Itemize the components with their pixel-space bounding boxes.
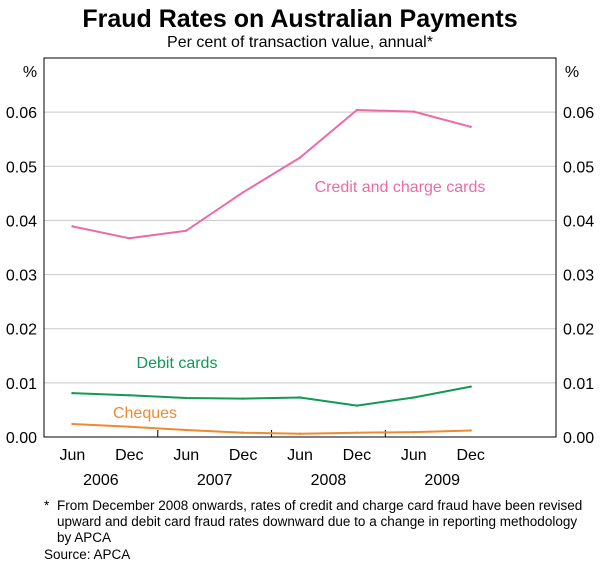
y-tick-label-right: 0.03	[563, 268, 594, 285]
x-year-label: 2008	[311, 472, 347, 489]
series-label: Cheques	[113, 405, 177, 422]
y-unit-right: %	[565, 64, 579, 81]
chart-subtitle: Per cent of transaction value, annual*	[167, 34, 433, 51]
data-point	[298, 432, 302, 435]
data-point	[185, 229, 188, 232]
data-point	[128, 237, 131, 240]
series-line-0	[72, 109, 471, 240]
footnote-text: From December 2008 onwards, rates of cre…	[57, 498, 583, 545]
y-tick-label-right: 0.05	[563, 159, 594, 176]
data-point	[185, 396, 188, 400]
data-point	[298, 396, 302, 399]
data-point	[71, 391, 74, 395]
data-point	[469, 385, 472, 388]
y-unit-left: %	[23, 64, 37, 81]
y-axis-left: 0.00 0.01 0.02 0.03 0.04 0.05 0.06	[6, 105, 37, 447]
data-point	[128, 425, 131, 428]
data-point	[412, 110, 415, 113]
data-point	[71, 225, 74, 228]
x-tick-label: Dec	[456, 447, 484, 464]
y-tick-label-right: 0.02	[563, 322, 594, 339]
x-year-label: 2009	[424, 472, 460, 489]
x-tick-label: Dec	[229, 447, 257, 464]
y-tick-label-right: 0.00	[563, 430, 594, 447]
y-tick-label-left: 0.06	[6, 105, 37, 122]
chart-svg: 0.000.010.020.030.040.050.06 0.000.010.0…	[6, 57, 594, 489]
data-point	[71, 422, 74, 426]
footnote-marker: *	[44, 498, 50, 513]
data-point	[241, 191, 245, 194]
series-line-2	[72, 423, 471, 435]
x-tick-label: Dec	[343, 447, 371, 464]
x-tick-label: Dec	[115, 447, 143, 464]
chart-title: Fraud Rates on Australian Payments	[82, 5, 518, 33]
x-tick-label: Jun	[60, 447, 86, 464]
series-lines	[71, 108, 472, 435]
y-tick-label-left: 0.00	[6, 430, 37, 447]
data-point	[128, 394, 131, 397]
y-tick-label-left: 0.02	[6, 322, 37, 339]
y-tick-label-left: 0.03	[6, 268, 37, 285]
data-point	[241, 397, 245, 400]
plot-frame	[43, 57, 557, 438]
x-tick-label: Jun	[173, 447, 199, 464]
y-tick-label-right: 0.06	[563, 105, 594, 122]
data-point	[469, 125, 472, 128]
data-point	[241, 431, 245, 434]
series-label: Debit cards	[137, 355, 218, 372]
data-point	[412, 430, 415, 434]
x-year-label: 2006	[83, 472, 119, 489]
y-tick-label-right: 0.04	[563, 213, 594, 230]
data-point	[185, 428, 188, 432]
y-tick-label-left: 0.04	[6, 213, 37, 230]
grid-lines	[44, 111, 556, 384]
data-point	[412, 396, 415, 399]
x-year-label: 2007	[197, 472, 233, 489]
footnote: * From December 2008 onwards, rates of c…	[44, 498, 584, 546]
series-labels: Credit and charge cards Debit cards Cheque…	[113, 179, 485, 422]
y-axis-right: 0.00 0.01 0.02 0.03 0.04 0.05 0.06	[563, 105, 594, 447]
y-tick-label-right: 0.01	[563, 376, 594, 393]
data-point	[469, 429, 472, 432]
series-line-1	[72, 385, 471, 407]
data-point	[298, 156, 302, 159]
series-label: Credit and charge cards	[315, 179, 486, 196]
x-tick-label: Jun	[287, 447, 313, 464]
data-point	[355, 404, 359, 407]
x-tick-label: Jun	[401, 447, 427, 464]
data-point	[355, 431, 359, 434]
y-tick-label-left: 0.05	[6, 159, 37, 176]
source-note: Source: APCA	[44, 547, 131, 562]
x-axis-labels: Jun Dec Jun Dec Jun Dec Jun Dec 2006 2007 2008 2009	[60, 447, 485, 489]
y-tick-label-left: 0.01	[6, 376, 37, 393]
data-point	[355, 108, 359, 112]
